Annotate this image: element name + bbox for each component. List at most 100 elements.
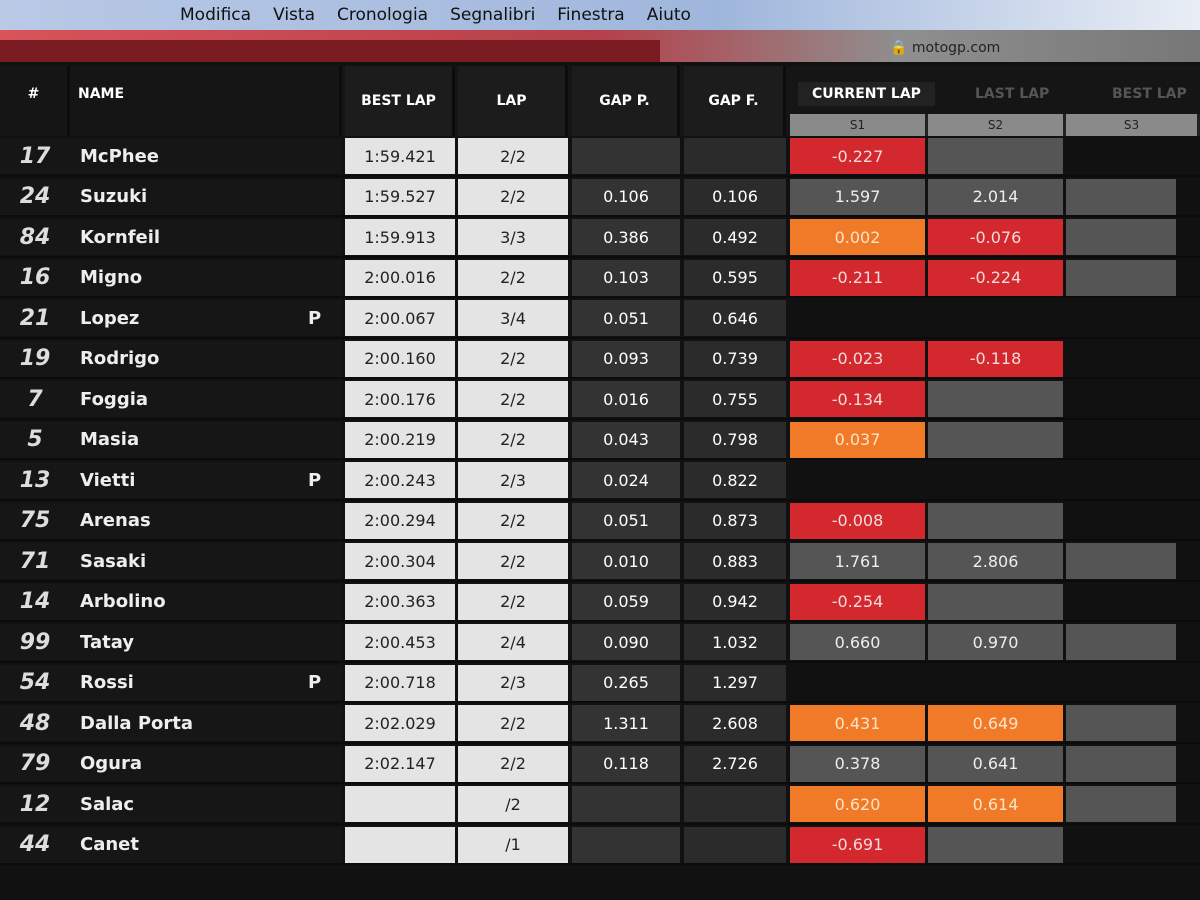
rider-number: 44 <box>0 826 70 863</box>
sector-s2: 2.014 <box>928 178 1063 215</box>
best-lap-time <box>345 826 455 863</box>
gap-previous <box>572 826 680 863</box>
rider-name-text: Tatay <box>80 631 135 653</box>
rider-number: 84 <box>0 219 70 255</box>
sector-s3 <box>1066 259 1176 296</box>
lap-count: 2/2 <box>458 502 568 539</box>
table-row[interactable]: 54 Rossi P 2:00.718 2/3 0.265 1.297 <box>0 663 1200 703</box>
tab-last-lap[interactable]: LAST LAP <box>975 86 1050 102</box>
sector-s1: -0.134 <box>790 381 925 417</box>
gap-previous: 0.010 <box>572 543 680 579</box>
rider-name-text: Salac <box>80 793 135 815</box>
lap-count: 2/3 <box>458 664 568 701</box>
menu-modifica[interactable]: Modifica <box>180 5 252 25</box>
table-row[interactable]: 99 Tatay 2:00.453 2/4 0.090 1.032 0.660 0.970 <box>0 622 1200 663</box>
gap-first: 0.942 <box>684 583 786 620</box>
table-row[interactable]: 48 Dalla Porta 2:02.029 2/2 1.311 2.608 0.431 0… <box>0 703 1200 744</box>
rider-name: McPhee <box>70 138 342 174</box>
gap-first: 0.646 <box>684 300 786 336</box>
table-row[interactable]: 5 Masia 2:00.219 2/2 0.043 0.798 0.037 <box>0 420 1200 460</box>
sector-s3 <box>1066 178 1176 215</box>
sector-s1: 0.660 <box>790 624 925 660</box>
col-gap-p: GAP P. <box>572 66 680 136</box>
tab-current-lap[interactable]: CURRENT LAP <box>798 82 935 106</box>
sector-s2: -0.076 <box>928 219 1063 255</box>
rider-name-text: Masia <box>80 429 140 450</box>
best-lap-time: 2:02.147 <box>345 745 455 782</box>
sector-s3 <box>1066 543 1176 579</box>
address-bar[interactable]: 🔒 motogp.com <box>890 40 1000 56</box>
gap-previous: 1.311 <box>572 705 680 741</box>
table-row[interactable]: 19 Rodrigo 2:00.160 2/2 0.093 0.739 -0.023 -0.1… <box>0 339 1200 379</box>
col-s1: S1 <box>790 114 928 136</box>
rider-name: Masia <box>70 421 342 458</box>
gap-first: 2.726 <box>684 745 786 782</box>
table-row[interactable]: 17 McPhee 1:59.421 2/2 -0.227 <box>0 136 1200 177</box>
table-row[interactable]: 21 Lopez P 2:00.067 3/4 0.051 0.646 <box>0 298 1200 339</box>
gap-first: 1.297 <box>684 664 786 701</box>
rider-name-text: Arbolino <box>80 591 166 612</box>
gap-first: 0.595 <box>684 259 786 296</box>
rider-number: 21 <box>0 300 70 336</box>
sector-s3 <box>1066 462 1176 498</box>
menu-segnalibri[interactable]: Segnalibri <box>450 5 536 25</box>
sector-s1 <box>790 462 925 498</box>
gap-first: 0.883 <box>684 543 786 579</box>
lap-count: 2/2 <box>458 381 568 417</box>
rider-name-text: Canet <box>80 834 139 855</box>
menu-cronologia[interactable]: Cronologia <box>336 5 429 25</box>
table-row[interactable]: 75 Arenas 2:00.294 2/2 0.051 0.873 -0.008 <box>0 501 1200 541</box>
rider-name-text: Rossi <box>80 672 134 693</box>
menu-vista[interactable]: Vista <box>273 5 315 25</box>
lap-count: 2/2 <box>458 259 568 296</box>
table-row[interactable]: 24 Suzuki 1:59.527 2/2 0.106 0.106 1.597 2.014 <box>0 177 1200 217</box>
table-row[interactable]: 16 Migno 2:00.016 2/2 0.103 0.595 -0.211 -0.224 <box>0 258 1200 298</box>
menu-finestra[interactable]: Finestra <box>557 5 625 25</box>
table-header: # NAME BEST LAP LAP GAP P. GAP F. CURREN… <box>0 66 1200 136</box>
sector-s1: -0.211 <box>790 259 925 296</box>
rider-number: 16 <box>0 259 70 296</box>
rider-name: Foggia <box>70 381 342 417</box>
lap-count: 2/2 <box>458 340 568 377</box>
sector-s1 <box>790 665 925 701</box>
gap-previous: 0.043 <box>572 421 680 458</box>
sector-s2: 0.970 <box>928 624 1063 660</box>
rider-name: Arenas <box>70 502 342 539</box>
table-row[interactable]: 44 Canet/1 -0.691 <box>0 825 1200 865</box>
table-row[interactable]: 71 Sasaki 2:00.304 2/2 0.010 0.883 1.761 2.806 <box>0 541 1200 582</box>
sector-s1: 0.037 <box>790 421 925 458</box>
browser-tab[interactable] <box>0 40 660 62</box>
rider-number: 12 <box>0 786 70 822</box>
col-lap: LAP <box>458 66 568 136</box>
best-lap-time: 2:00.067 <box>345 300 455 336</box>
rider-name: Migno <box>70 259 342 296</box>
lap-count: 3/3 <box>458 219 568 255</box>
table-row[interactable]: 84 Kornfeil 1:59.913 3/3 0.386 0.492 0.002 -0.0… <box>0 217 1200 258</box>
address-text: motogp.com <box>911 40 1001 56</box>
sector-s3 <box>1066 219 1176 255</box>
gap-first <box>684 826 786 863</box>
table-row[interactable]: 7 Foggia 2:00.176 2/2 0.016 0.755 -0.134 <box>0 379 1200 420</box>
menu-aiuto[interactable]: Aiuto <box>646 5 691 25</box>
table-row[interactable]: 14 Arbolino 2:00.363 2/2 0.059 0.942 -0.254 <box>0 582 1200 622</box>
tab-best-lap[interactable]: BEST LAP <box>1112 86 1187 102</box>
sector-s2: -0.224 <box>928 259 1063 296</box>
pit-indicator: P <box>308 469 322 491</box>
sector-s3 <box>1066 624 1176 660</box>
rider-number: 48 <box>0 705 70 741</box>
sector-s2: 0.649 <box>928 705 1063 741</box>
table-row[interactable]: 79 Ogura 2:02.147 2/2 0.118 2.726 0.378 0.641 <box>0 744 1200 784</box>
rider-name-text: Suzuki <box>80 186 148 207</box>
sector-s3 <box>1066 665 1176 701</box>
sector-s1 <box>790 300 925 336</box>
rider-number: 13 <box>0 462 70 498</box>
table-row[interactable]: 13 Vietti P 2:00.243 2/3 0.024 0.822 <box>0 460 1200 501</box>
gap-first: 0.739 <box>684 340 786 377</box>
lap-count: 2/4 <box>458 624 568 660</box>
gap-first: 1.032 <box>684 624 786 660</box>
gap-first <box>684 786 786 822</box>
best-lap-time: 2:00.453 <box>345 624 455 660</box>
table-row[interactable]: 12 Salac/2 0.620 0.614 <box>0 784 1200 825</box>
sector-s1: -0.227 <box>790 138 925 174</box>
rider-number: 19 <box>0 340 70 377</box>
